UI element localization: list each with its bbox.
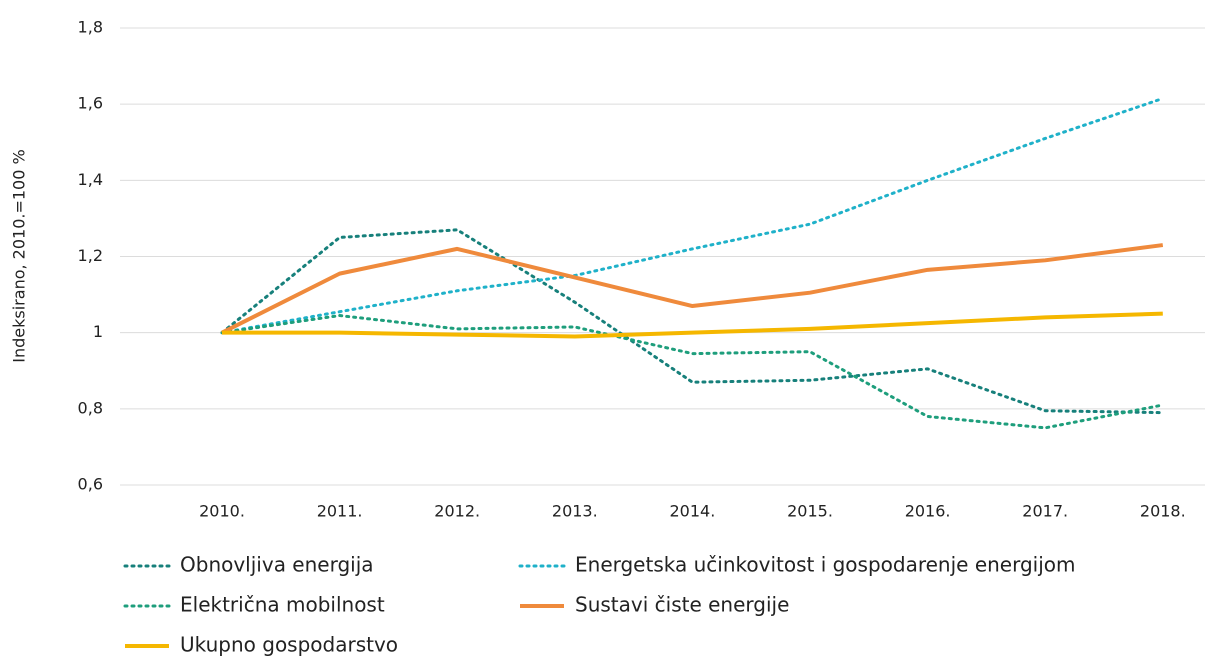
y-tick-label: 1,2 bbox=[78, 246, 103, 265]
series-line bbox=[220, 228, 1165, 415]
y-tick-label: 1,6 bbox=[78, 94, 103, 113]
y-axis-label: Indeksirano, 2010.=100 % bbox=[10, 149, 29, 362]
series-line bbox=[222, 311, 1163, 339]
x-tick-label: 2015. bbox=[787, 502, 833, 521]
x-tick-label: 2012. bbox=[434, 502, 480, 521]
x-tick-label: 2011. bbox=[317, 502, 363, 521]
x-tick-label: 2013. bbox=[552, 502, 598, 521]
y-tick-label: 0,8 bbox=[78, 398, 103, 417]
x-tick-label: 2010. bbox=[199, 502, 245, 521]
x-tick-label: 2014. bbox=[669, 502, 715, 521]
series-line bbox=[220, 314, 1165, 430]
legend-label: Ukupno gospodarstvo bbox=[180, 633, 398, 657]
series-line bbox=[220, 96, 1165, 335]
y-tick-label: 1,8 bbox=[78, 18, 103, 37]
y-tick-label: 1 bbox=[93, 322, 103, 341]
y-tick-label: 0,6 bbox=[78, 475, 103, 494]
legend-label: Energetska učinkovitost i gospodarenje e… bbox=[575, 553, 1076, 577]
legend-label: Električna mobilnost bbox=[180, 593, 385, 617]
series-line bbox=[221, 243, 1164, 335]
x-tick-label: 2016. bbox=[905, 502, 951, 521]
x-tick-label: 2017. bbox=[1022, 502, 1068, 521]
legend-label: Obnovljiva energija bbox=[180, 553, 374, 577]
x-tick-label: 2018. bbox=[1140, 502, 1186, 521]
legend-label: Sustavi čiste energije bbox=[575, 593, 789, 617]
y-tick-label: 1,4 bbox=[78, 170, 103, 189]
